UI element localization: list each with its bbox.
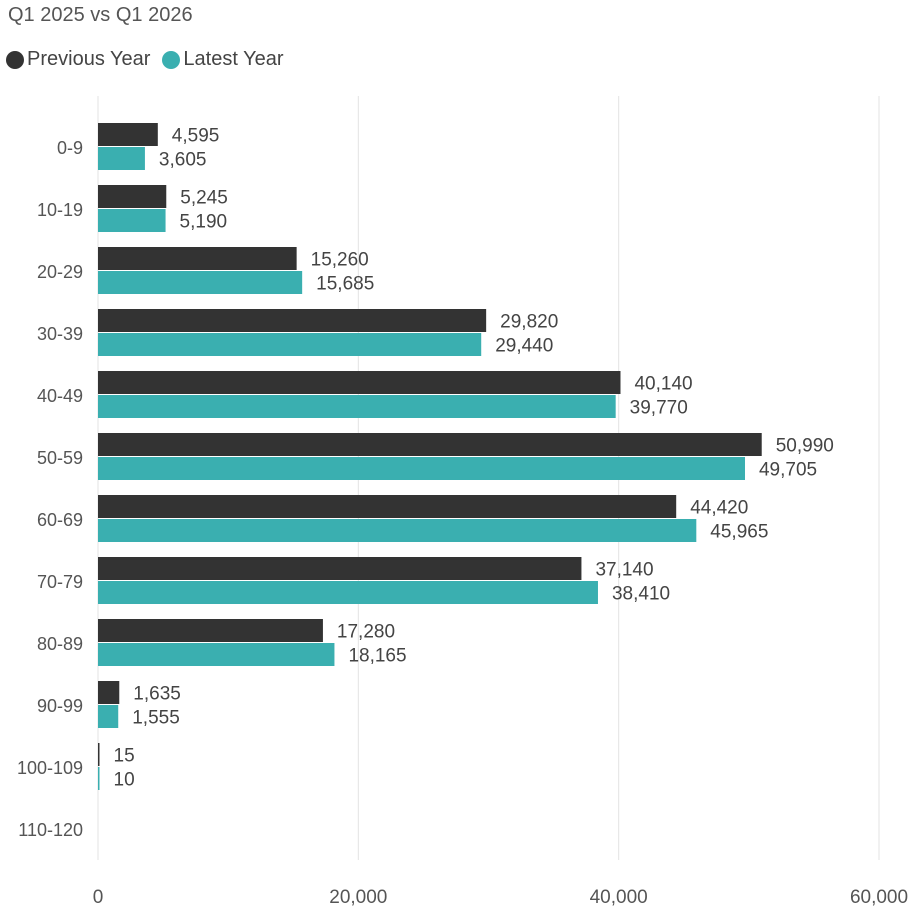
legend-item-latest-year[interactable]: Latest Year [162,48,284,71]
x-tick-label-2: 40,000 [590,887,648,908]
y-category-label-9: 90-99 [37,696,83,716]
data-label-latest-year-0: 3,605 [159,150,207,171]
y-category-label-7: 70-79 [37,572,83,592]
data-label-latest-year-7: 38,410 [612,584,670,605]
bar-previous-year-1 [98,185,167,208]
bar-previous-year-0 [98,123,158,146]
legend: Previous Year Latest Year [6,48,296,71]
bar-latest-year-3 [98,333,482,356]
data-label-latest-year-9: 1,555 [132,708,180,729]
y-category-label-11: 110-120 [18,820,83,840]
bar-latest-year-7 [98,581,598,604]
y-category-label-3: 30-39 [37,324,83,344]
data-label-previous-year-7: 37,140 [595,560,653,581]
legend-marker-latest-year [162,50,181,69]
bar-latest-year-6 [98,519,697,542]
data-label-latest-year-2: 15,685 [316,274,374,295]
legend-marker-previous-year [6,50,24,69]
data-label-previous-year-6: 44,420 [690,498,748,519]
legend-label-previous-year: Previous Year [27,48,151,70]
y-category-label-4: 40-49 [37,386,83,406]
data-label-latest-year-3: 29,440 [495,336,553,357]
bar-latest-year-10 [98,767,100,790]
bar-latest-year-9 [98,705,119,728]
data-label-previous-year-4: 40,140 [634,374,692,395]
legend-label-latest-year: Latest Year [183,48,284,70]
bar-latest-year-5 [98,457,745,480]
bar-previous-year-5 [98,433,762,456]
data-label-latest-year-1: 5,190 [180,212,228,233]
data-label-latest-year-10: 10 [114,770,135,791]
bar-latest-year-1 [98,209,166,232]
x-tick-label-1: 20,000 [329,887,387,908]
data-label-previous-year-9: 1,635 [133,684,181,705]
chart-title: Q1 2025 vs Q1 2026 [8,4,193,26]
data-label-previous-year-5: 50,990 [776,436,834,457]
data-label-previous-year-0: 4,595 [172,126,220,147]
y-category-label-8: 80-89 [37,634,83,654]
bar-previous-year-9 [98,681,120,704]
bar-latest-year-2 [98,271,303,294]
data-label-previous-year-1: 5,245 [180,188,228,209]
data-label-latest-year-8: 18,165 [348,646,406,667]
data-label-previous-year-3: 29,820 [500,312,558,333]
y-category-label-0: 0-9 [57,138,83,158]
x-tick-label-0: 0 [93,887,104,908]
bar-previous-year-10 [98,743,100,766]
y-category-label-6: 60-69 [37,510,83,530]
bar-previous-year-6 [98,495,677,518]
data-label-latest-year-4: 39,770 [630,398,688,419]
bar-previous-year-7 [98,557,582,580]
data-label-previous-year-2: 15,260 [311,250,369,271]
bar-latest-year-4 [98,395,616,418]
data-label-latest-year-5: 49,705 [759,460,817,481]
y-category-label-1: 10-19 [37,200,83,220]
bar-previous-year-8 [98,619,323,642]
data-label-previous-year-10: 15 [114,746,135,767]
y-category-label-5: 50-59 [37,448,83,468]
data-label-previous-year-8: 17,280 [337,622,395,643]
y-category-label-2: 20-29 [37,262,83,282]
x-tick-label-3: 60,000 [850,887,908,908]
bar-previous-year-2 [98,247,297,270]
y-category-label-10: 100-109 [17,758,83,778]
bar-previous-year-4 [98,371,621,394]
bar-latest-year-0 [98,147,145,170]
bar-previous-year-3 [98,309,487,332]
bar-latest-year-8 [98,643,335,666]
legend-item-previous-year[interactable]: Previous Year [6,48,150,71]
data-label-latest-year-6: 45,965 [710,522,768,543]
